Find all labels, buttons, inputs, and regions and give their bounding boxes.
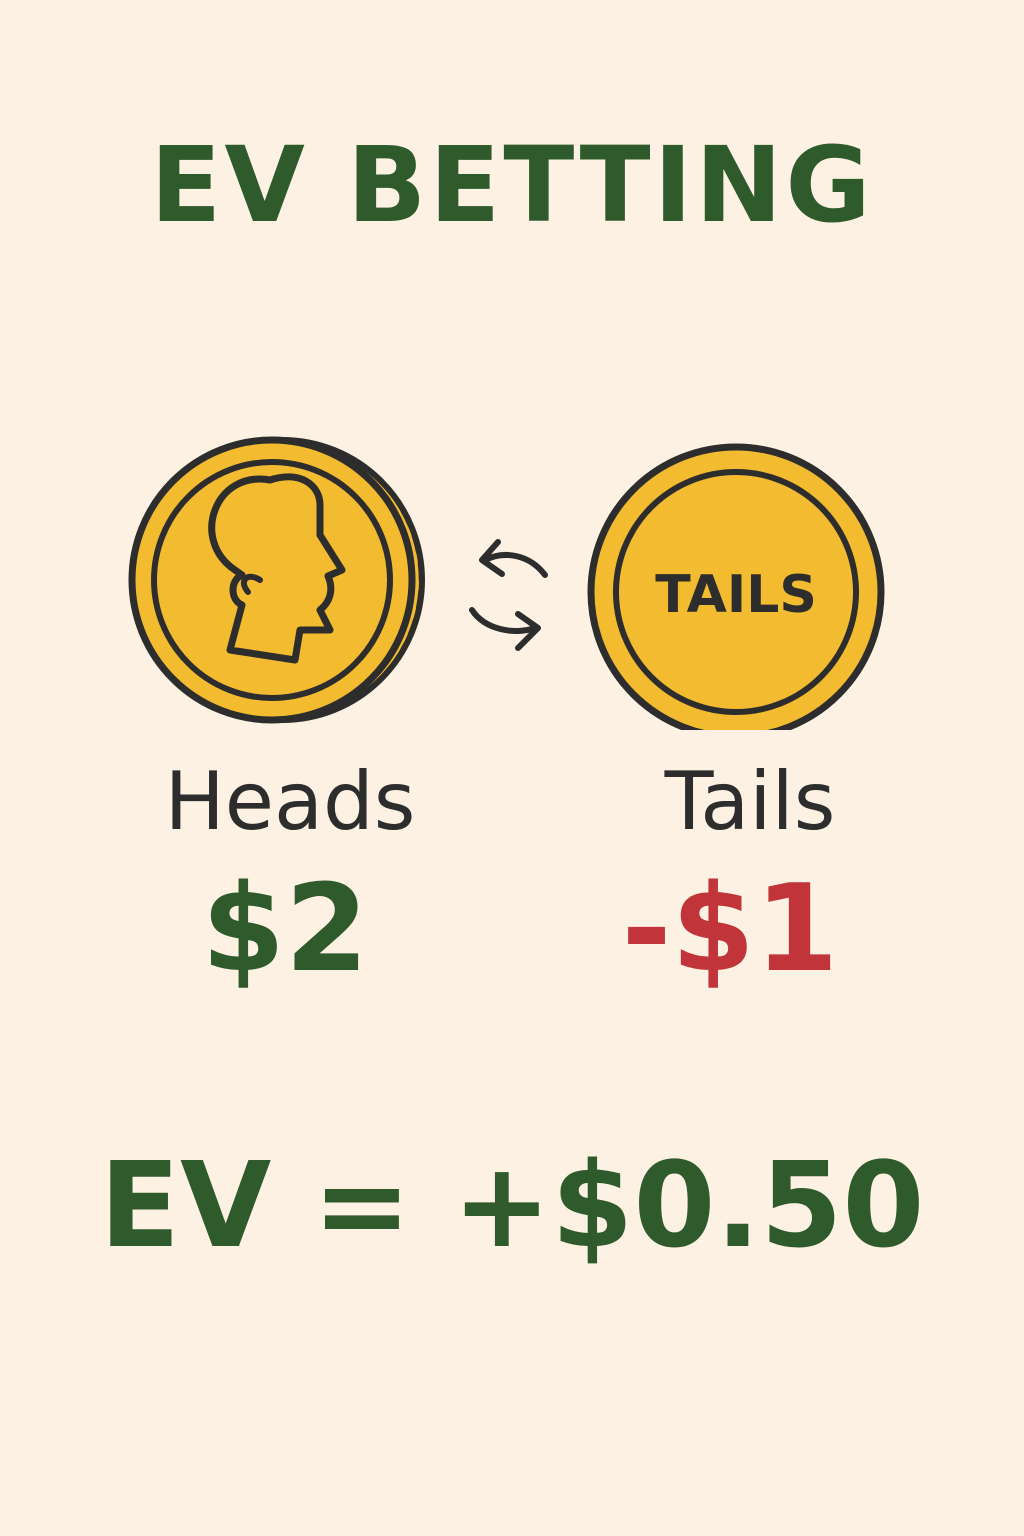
- heads-coin: [128, 436, 425, 724]
- tails-label: Tails: [664, 755, 836, 848]
- expected-value: EV = +$0.50: [99, 1136, 925, 1274]
- swap-arrows-icon: [469, 539, 548, 651]
- tails-payout: -$1: [621, 860, 839, 999]
- head-profile-icon: [208, 473, 346, 664]
- heads-payout: $2: [201, 860, 369, 999]
- tails-coin-text: TAILS: [655, 565, 817, 625]
- page-title: EV BETTING: [150, 124, 874, 246]
- heads-label: Heads: [164, 755, 416, 848]
- tails-coin: TAILS: [587, 443, 885, 730]
